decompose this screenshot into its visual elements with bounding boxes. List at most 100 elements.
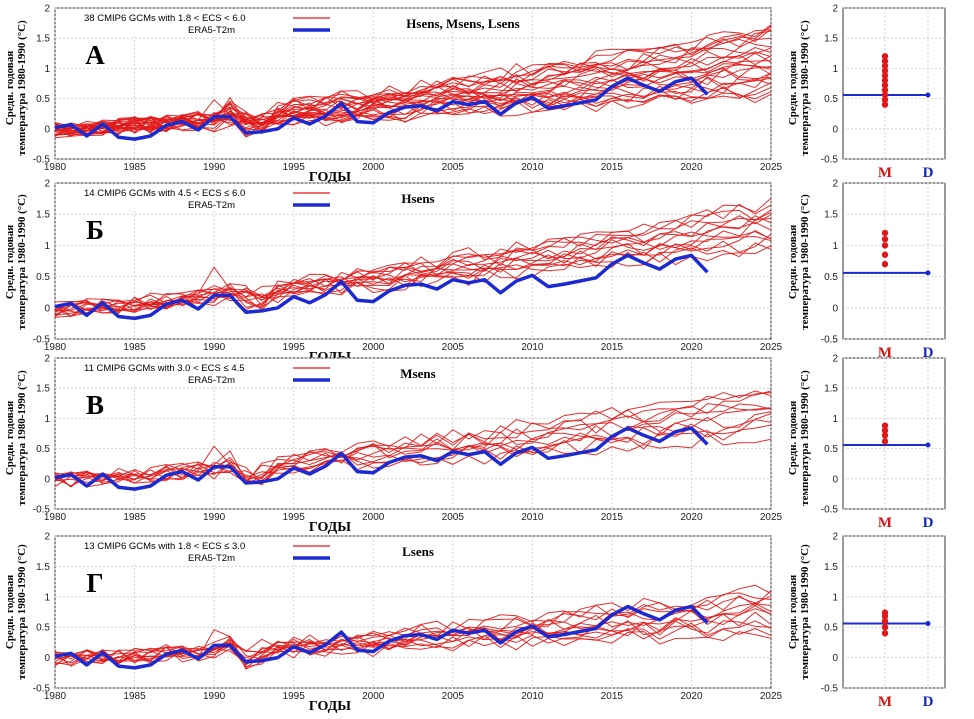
y-tick-label: 2: [44, 532, 50, 543]
model-series-line: [54, 602, 772, 666]
x-tick-label: 1995: [283, 512, 306, 523]
model-series-line: [54, 584, 772, 667]
y-axis-label: Средн. годовая температура 1980-1990 (°C): [4, 544, 28, 680]
x-tick-label: 2000: [362, 162, 385, 173]
panel-1: 1980 1985 1990 1995 2000 2005 2010 2015 2020 2025…: [4, 4, 946, 185]
x-tick-label: 2010: [521, 342, 544, 353]
x-tick-label: 2005: [442, 691, 465, 702]
side-y-tick-label: 1.5: [824, 384, 838, 395]
side-frame: [842, 357, 946, 510]
side-y-tick-label: 0.5: [824, 272, 838, 283]
side-m-point: [881, 432, 889, 439]
model-series-line: [54, 46, 772, 134]
y-tick-label: 0: [44, 303, 50, 314]
era5-observed-line: [54, 604, 709, 670]
x-tick-label: 1980: [44, 162, 67, 173]
x-tick-label: 2025: [760, 691, 783, 702]
model-series-line: [54, 407, 772, 488]
side-category-d: D: [923, 165, 934, 181]
side-y-tick-label: 1.5: [824, 210, 838, 221]
y-tick-label: 0: [44, 124, 50, 135]
side-y-axis-label: Средн. годовая температура 1980-1990 (°C): [787, 544, 811, 680]
side-y-axis-label-line-1: Средн. годовая: [787, 225, 799, 299]
x-tick-label: 2015: [601, 512, 624, 523]
model-series-line: [54, 38, 772, 135]
side-y-tick-label: 0: [832, 303, 838, 314]
y-axis-label: Средн. годовая температура 1980-1990 (°C): [4, 194, 28, 330]
x-tick-label: 2015: [601, 162, 624, 173]
side-y-tick-label: 0.5: [824, 444, 838, 455]
side-y-axis-label: Средн. годовая температура 1980-1990 (°C): [787, 370, 811, 506]
side-y-axis-label-line-1: Средн. годовая: [787, 401, 799, 475]
y-tick-label: 1.5: [36, 34, 50, 45]
x-tick-label: 2020: [680, 512, 703, 523]
side-m-point: [881, 82, 889, 89]
side-y-tick-label: 0.5: [824, 623, 838, 634]
x-axis-label: ГОДЫ: [309, 520, 351, 535]
era5-observed-line: [54, 76, 709, 141]
legend: 11 CMIP6 GCMs with 3.0 < ECS ≤ 4.5ERA5-T…: [60, 360, 330, 386]
y-axis-label-line-2: температура 1980-1990 (°C): [16, 544, 28, 680]
model-series-line: [54, 29, 772, 136]
side-m-point: [881, 96, 889, 104]
panel-subtitle: Hsens, Msens, Lsens: [406, 16, 519, 31]
side-y-tick-label: 0: [832, 124, 838, 135]
x-tick-label: 1995: [283, 691, 306, 702]
side-m-point: [881, 242, 889, 249]
side-d-point: [925, 621, 931, 627]
model-series-line: [54, 390, 772, 482]
y-tick-label: -0.5: [33, 684, 51, 695]
y-tick-label: -0.5: [33, 335, 51, 346]
side-d-point: [925, 270, 931, 276]
side-m-point: [881, 67, 889, 75]
legend-obs-label: ERA5-T2m: [188, 25, 235, 36]
x-tick-label: 2010: [521, 162, 544, 173]
side-d-point: [925, 442, 931, 448]
legend: 13 CMIP6 GCMs with 1.8 < ECS ≤ 3.0ERA5-T…: [60, 538, 330, 564]
x-tick-label: 2000: [362, 342, 385, 353]
y-tick-label: 0: [44, 653, 50, 664]
legend: 38 CMIP6 GCMs with 1.8 < ECS < 6.0ERA5-T…: [60, 10, 330, 36]
side-y-axis-label-line-2: температура 1980-1990 (°C): [799, 544, 811, 680]
y-axis-label-line-1: Средн. годовая: [4, 225, 16, 299]
side-m-point: [881, 53, 889, 60]
x-tick-label: 1985: [123, 342, 146, 353]
x-tick-label: 2025: [760, 162, 783, 173]
side-y-tick-label: -0.5: [821, 335, 839, 346]
panel-letter: Г: [86, 568, 103, 598]
side-y-axis-label-line-2: температура 1980-1990 (°C): [799, 194, 811, 330]
side-y-axis-label-line-1: Средн. годовая: [787, 575, 799, 649]
model-series-line: [54, 595, 772, 662]
side-y-tick-label: 2: [832, 532, 838, 543]
side-category-m: M: [878, 515, 892, 531]
side-y-tick-label: -0.5: [821, 684, 839, 695]
side-panel: 2 1.5 1 0.5 0 -0.5 Средн. годовая температура 1…: [787, 532, 946, 710]
legend-obs-label: ERA5-T2m: [188, 375, 235, 386]
y-tick-label: 0.5: [36, 444, 50, 455]
legend-model-label: 14 CMIP6 GCMs with 4.5 < ECS ≤ 6.0: [84, 188, 245, 199]
y-axis-label-line-2: температура 1980-1990 (°C): [16, 194, 28, 330]
legend-box: [60, 538, 330, 564]
side-y-axis-label: Средн. годовая температура 1980-1990 (°C): [787, 20, 811, 156]
y-tick-label: 0.5: [36, 272, 50, 283]
y-tick-label: 2: [44, 179, 50, 190]
side-y-tick-label: 1: [832, 414, 838, 425]
panel-letter: А: [85, 40, 105, 70]
y-axis-label-line-1: Средн. годовая: [4, 51, 16, 125]
model-series-line: [54, 590, 772, 665]
legend-model-label: 11 CMIP6 GCMs with 3.0 < ECS ≤ 4.5: [84, 363, 245, 374]
side-y-tick-label: -0.5: [821, 505, 839, 516]
side-d-point: [925, 92, 931, 98]
y-axis-label-line-1: Средн. годовая: [4, 401, 16, 475]
model-series-line: [54, 211, 772, 313]
side-category-m: M: [878, 345, 892, 361]
side-m-point: [881, 91, 889, 99]
x-tick-label: 1985: [123, 512, 146, 523]
side-y-tick-label: 0.5: [824, 94, 838, 105]
x-tick-label: 2000: [362, 691, 385, 702]
side-m-point: [881, 235, 889, 243]
side-y-axis-label: Средн. годовая температура 1980-1990 (°C): [787, 194, 811, 330]
y-axis-label: Средн. годовая температура 1980-1990 (°C): [4, 20, 28, 156]
side-y-tick-label: 2: [832, 4, 838, 15]
y-tick-label: 1: [44, 414, 50, 425]
